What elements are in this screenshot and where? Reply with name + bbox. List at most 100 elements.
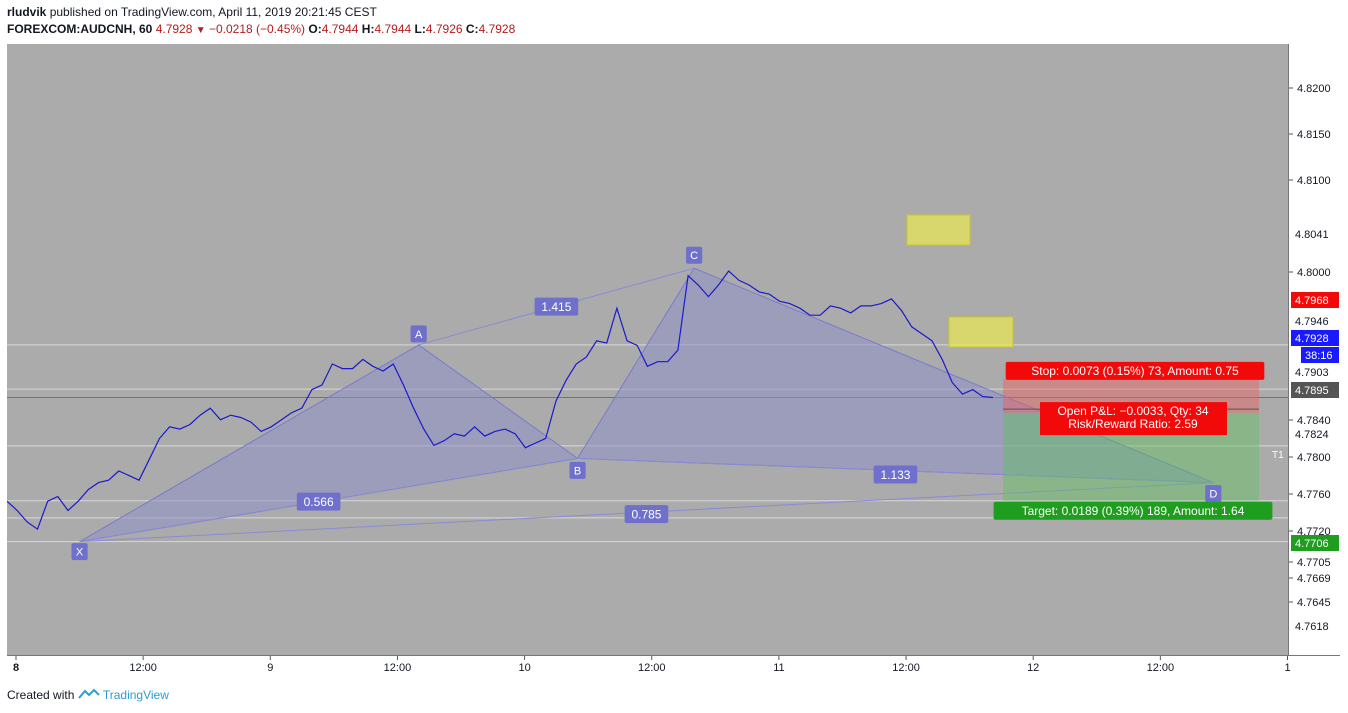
price-badge-bg (1291, 618, 1339, 634)
price-badge-bg (1291, 330, 1339, 346)
pattern-triangle-xab (79, 344, 579, 543)
pnl-bg (1040, 402, 1227, 436)
ratio-label-text: 1.415 (541, 300, 571, 314)
price-change: −0.0218 (−0.45%) (208, 22, 306, 36)
symbol-name: FOREXCOM:AUDCNH, 60 (7, 22, 153, 36)
time-tick-label: 12:00 (1147, 662, 1175, 674)
created-with-text: Created with (7, 688, 75, 702)
target-label-bg (993, 501, 1273, 520)
price-tick-label: 4.7800 (1297, 452, 1331, 464)
symbol-legend: FOREXCOM:AUDCNH, 60 4.7928 ▼ −0.0218 (−0… (7, 22, 515, 36)
price-badge-stop: 4.7968 (1291, 292, 1339, 308)
price-tick-label: 4.7705 (1297, 557, 1331, 569)
time-tick-label: 9 (267, 662, 273, 674)
price-tick-label: 4.7669 (1297, 573, 1331, 585)
price-badge-text: 4.7946 (1295, 316, 1329, 328)
price-badge-bg (1291, 535, 1339, 551)
target-label-text: Target: 0.0189 (0.39%) 189, Amount: 1.64 (1022, 504, 1245, 518)
price-badge-level: 4.7824 (1291, 426, 1339, 442)
price-badge-countdown: 38:16 (1301, 347, 1339, 363)
rr-text: Risk/Reward Ratio: 2.59 (1068, 417, 1198, 431)
stop-label-text: Stop: 0.0073 (0.15%) 73, Amount: 0.75 (1031, 364, 1239, 378)
time-tick-label: 12 (1027, 662, 1039, 674)
price-badge-level: 4.7903 (1291, 364, 1339, 380)
down-arrow-icon: ▼ (195, 25, 206, 36)
time-axis-canvas: 8 12:00 9 12:00 10 12:00 11 12:00 12 12:00 1 (13, 656, 1291, 674)
price-badge-bg (1291, 382, 1339, 398)
point-label: X (71, 543, 88, 561)
last-price: 4.7928 (155, 22, 193, 36)
price-badge-entry: 4.7895 (1291, 382, 1339, 398)
time-tick-label: 12:00 (129, 662, 157, 674)
low-label: L: (414, 22, 426, 36)
ratio-label-bg (873, 465, 918, 484)
footer: Created with TradingView (7, 688, 169, 702)
ratio-label: 0.785 (624, 505, 669, 524)
ratio-label-text: 0.566 (304, 495, 334, 509)
chart-canvas[interactable]: 1.415 0.566 1.133 0.785 X A B C D Stop: 0.0073 (0… (7, 44, 1288, 655)
stop-label-bg (1005, 361, 1265, 380)
tradingview-logo-icon (77, 688, 100, 699)
point-label-bg (686, 246, 703, 264)
point-label: A (410, 325, 427, 343)
publish-info: rludvik published on TradingView.com, Ap… (7, 5, 377, 19)
price-tick-label: 4.8100 (1297, 175, 1331, 187)
ratio-label: 0.566 (296, 492, 341, 511)
pnl-text: Open P&L: −0.0033, Qty: 34 (1057, 404, 1208, 418)
ratio-label-text: 1.133 (880, 468, 910, 482)
time-tick-label: 1 (1284, 662, 1290, 674)
price-badge-text: 4.7824 (1295, 429, 1329, 441)
ratio-label: 1.133 (873, 465, 918, 484)
point-label-bg (569, 461, 586, 479)
time-tick-label: 8 (13, 662, 19, 674)
point-label-text: C (690, 250, 698, 262)
point-label-bg (410, 325, 427, 343)
time-tick-label: 10 (518, 662, 530, 674)
price-badge-bg (1301, 347, 1339, 363)
price-tick-label: 4.8150 (1297, 129, 1331, 141)
high-value: 4.7944 (374, 22, 412, 36)
point-label-text: B (574, 465, 581, 477)
high-label: H: (361, 22, 375, 36)
target-label: Target: 0.0189 (0.39%) 189, Amount: 1.64 (993, 501, 1273, 520)
close-value: 4.7928 (478, 22, 516, 36)
price-badge-bg (1291, 292, 1339, 308)
author-name[interactable]: rludvik (7, 5, 47, 19)
time-tick-label: 11 (773, 662, 784, 674)
price-badge-text: 4.7928 (1295, 333, 1329, 345)
price-badge-text: 4.7618 (1295, 621, 1329, 633)
chart-area[interactable]: 1.415 0.566 1.133 0.785 X A B C D Stop: 0.0073 (0… (7, 44, 1288, 655)
price-badge-level: 4.8041 (1291, 226, 1339, 242)
price-series-line (7, 270, 994, 531)
point-label: B (569, 461, 586, 479)
low-value: 4.7926 (425, 22, 463, 36)
price-tick-label: 4.7760 (1297, 489, 1331, 501)
price-axis[interactable]: 4.8200 4.8150 4.8100 4.8000 4.7840 4.7800 4.77… (1288, 44, 1341, 655)
point-label-text: A (415, 329, 423, 341)
price-badge-text: 4.7968 (1295, 295, 1329, 307)
price-badge-target: 4.7706 (1291, 535, 1339, 551)
price-badge-text: 4.8041 (1295, 229, 1329, 241)
time-tick-label: 12:00 (638, 662, 666, 674)
stop-label: Stop: 0.0073 (0.15%) 73, Amount: 0.75 (1005, 361, 1265, 380)
t1-label: T1 (1272, 450, 1284, 461)
price-badge-text: 4.7706 (1295, 538, 1329, 550)
price-tick-label: 4.8200 (1297, 83, 1331, 95)
ratio-label-text: 0.785 (631, 507, 661, 521)
point-label-text: X (76, 547, 84, 559)
price-badge-bg (1291, 313, 1339, 329)
point-label-bg (71, 543, 88, 561)
open-value: 4.7944 (321, 22, 359, 36)
price-badge-level: 4.7946 (1291, 313, 1339, 329)
price-badge-level: 4.7618 (1291, 618, 1339, 634)
time-tick-label: 12:00 (384, 662, 412, 674)
time-axis[interactable]: 8 12:00 9 12:00 10 12:00 11 12:00 12 12:00 1 (7, 655, 1340, 676)
price-tick-label: 4.7645 (1297, 597, 1331, 609)
price-tick-label: 4.7840 (1297, 415, 1331, 427)
highlight-box (948, 316, 1014, 348)
ratio-label-bg (624, 505, 669, 524)
ratio-label-bg (534, 297, 579, 316)
point-label-bg (1205, 485, 1222, 503)
tradingview-brand[interactable]: TradingView (102, 688, 169, 702)
